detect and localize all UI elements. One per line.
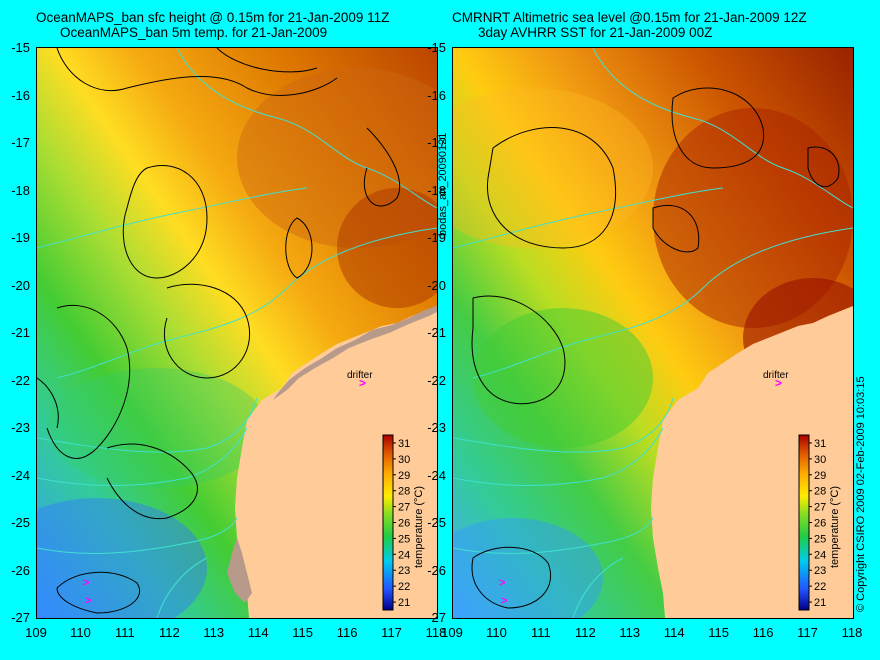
sea-level-contours [37,48,401,614]
latitude-tick-label: -15 [427,40,446,55]
bathymetry-contours [453,48,853,618]
bathymetry-contours [37,48,437,618]
latitude-tick-label: -15 [11,40,30,55]
colorbar-tick-label: 25 [814,533,826,545]
colorbar-tick-label: 31 [398,438,410,450]
drifter-marker: > [501,595,507,607]
longitude-tick-label: 109 [441,625,463,640]
colorbar-tick-label: 31 [814,438,826,450]
colorbar-tick-label: 28 [398,486,410,498]
longitude-tick-label: 110 [70,625,91,640]
longitude-tick-label: 111 [530,625,551,640]
longitude-tick-label: 112 [574,625,596,640]
left-title-line1: OceanMAPS_ban sfc height @ 0.15m for 21-… [36,10,390,25]
longitude-tick-label: 117 [797,625,818,640]
temperature-colorbar: 31 30 29 28 27 26 25 24 23 22 21 temperature (°C) [798,434,841,611]
drifter-label: drifter [347,370,373,381]
latitude-tick-label: -21 [427,325,446,340]
drifter-marker: > [499,577,505,589]
colorbar-tick-label: 22 [814,581,826,593]
latitude-tick-label: -23 [11,420,30,435]
colorbar-tick-label: 21 [814,597,826,609]
latitude-tick-label: -20 [427,277,446,293]
drifter-marker: > [775,376,782,390]
latitude-tick-label: -27 [11,610,30,625]
colorbar-tick-label: 28 [814,486,826,498]
latitude-tick-label: -22 [427,372,446,388]
longitude-tick-label: 113 [619,625,641,640]
colorbar-tick-label: 26 [398,518,410,530]
colorbar-tick-label: 27 [814,502,826,514]
drifter-marker: > [83,577,89,589]
colorbar-tick-label: 23 [398,565,410,577]
latitude-tick-label: -27 [427,610,446,625]
colorbar-tick-label: 25 [398,533,410,545]
longitude-tick-label: 115 [292,625,314,640]
drifter-marker: > [85,595,91,607]
latitude-tick-label: -21 [11,325,30,340]
colorbar-tick-label: 30 [398,454,410,466]
longitude-tick-label: 114 [663,625,685,640]
copyright-label: © Copyright CSIRO 2009 02-Feb-2009 10:03… [855,376,867,612]
latitude-tick-label: -19 [11,230,30,245]
longitude-tick-label: 118 [425,625,447,640]
longitude-tick-label: 114 [247,625,269,640]
longitude-tick-label: 113 [203,625,225,640]
drifter-track: drifter > > > [83,370,373,607]
colorbar-tick-label: 22 [398,581,410,593]
latitude-tick-label: -26 [11,562,30,578]
latitude-tick-label: -22 [11,372,30,388]
latitude-tick-label: -16 [11,87,30,103]
latitude-tick-label: -16 [427,87,446,103]
longitude-tick-label: 116 [752,625,774,640]
right-title-line2: 3day AVHRR SST for 21-Jan-2009 00Z [478,25,713,40]
longitude-tick-label: 118 [841,625,863,640]
left-title-line2: OceanMAPS_ban 5m temp. for 21-Jan-2009 [60,25,328,40]
longitude-tick-label: 110 [486,625,507,640]
latitude-tick-label: -24 [427,467,446,483]
colorbar-label: temperature (°C) [413,486,425,568]
longitude-tick-label: 116 [336,625,358,640]
latitude-tick-label: -25 [427,515,446,530]
colorbar-tick-label: 23 [814,565,826,577]
ocean-model-map: drifter > > > 31 30 29 28 27 26 25 24 23 22 21 tem… [36,47,438,619]
colorbar-tick-label: 26 [814,518,826,530]
latitude-tick-label: -18 [11,182,30,198]
colorbar-label: temperature (°C) [829,486,841,568]
right-title-line1: CMRNRT Altimetric sea level @0.15m for 2… [452,10,807,25]
latitude-tick-label: -18 [427,182,446,198]
latitude-tick-label: -25 [11,515,30,530]
longitude-tick-label: 117 [381,625,402,640]
colorbar-tick-label: 30 [814,454,826,466]
product-id-label: bodas_an_20090121 [437,132,449,236]
temperature-colorbar: 31 30 29 28 27 26 25 24 23 22 21 temperature (°C) [382,434,425,611]
colorbar-tick-label: 29 [814,470,826,482]
drifter-track: drifter > > > [499,370,789,607]
drifter-label: drifter [763,370,789,381]
latitude-tick-label: -23 [427,420,446,435]
colorbar-tick-label: 24 [398,549,410,561]
longitude-tick-label: 111 [114,625,135,640]
colorbar-tick-label: 24 [814,549,826,561]
sea-level-contours [471,87,840,609]
longitude-tick-label: 112 [158,625,180,640]
latitude-tick-label: -19 [427,230,446,245]
colorbar-tick-label: 21 [398,597,410,609]
latitude-tick-label: -26 [427,562,446,578]
colorbar-tick-label: 27 [398,502,410,514]
shallow-mask [273,306,437,400]
latitude-tick-label: -17 [11,135,30,150]
longitude-tick-label: 115 [708,625,730,640]
latitude-tick-label: -17 [427,135,446,150]
colorbar-tick-label: 29 [398,470,410,482]
drifter-marker: > [359,376,366,390]
satellite-sst-map: drifter > > > 31 30 29 28 27 26 25 24 23 22 21 tem… [452,47,854,619]
latitude-tick-label: -24 [11,467,30,483]
latitude-tick-label: -20 [11,277,30,293]
longitude-tick-label: 109 [25,625,47,640]
